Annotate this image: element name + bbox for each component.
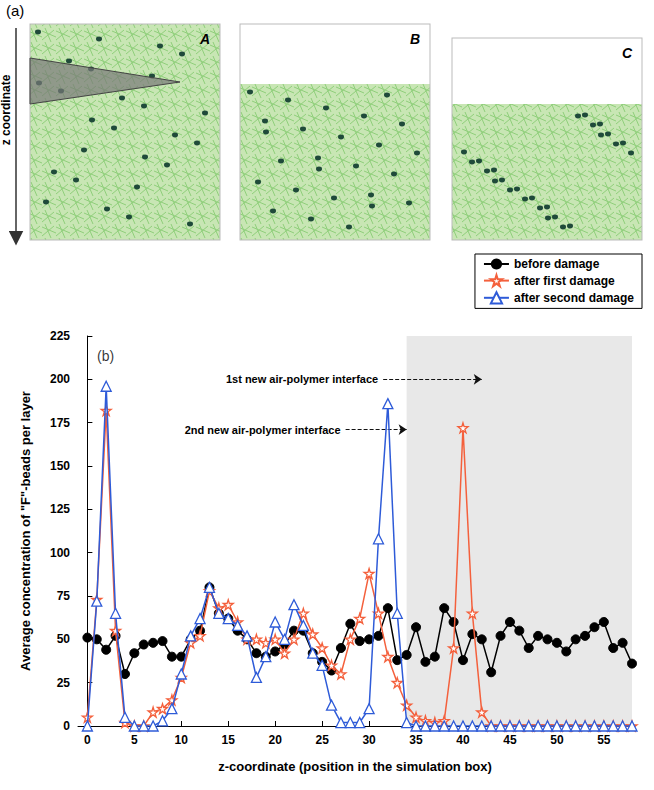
svg-text:30: 30	[362, 733, 376, 747]
svg-text:25: 25	[57, 676, 71, 690]
svg-text:before damage: before damage	[514, 257, 600, 271]
svg-text:35: 35	[409, 733, 423, 747]
svg-text:Average concentration of "F"-b: Average concentration of "F"-beads per l…	[18, 391, 33, 671]
svg-text:55: 55	[597, 733, 611, 747]
svg-text:10: 10	[175, 733, 189, 747]
svg-text:A: A	[199, 31, 210, 47]
svg-text:45: 45	[503, 733, 517, 747]
svg-text:75: 75	[57, 589, 71, 603]
svg-text:B: B	[410, 31, 420, 47]
svg-text:z-coordinate (position in the: z-coordinate (position in the simulation…	[218, 759, 492, 774]
svg-text:0: 0	[84, 733, 91, 747]
svg-text:150: 150	[50, 459, 70, 473]
svg-text:50: 50	[57, 632, 71, 646]
svg-text:50: 50	[550, 733, 564, 747]
svg-text:20: 20	[269, 733, 283, 747]
svg-text:100: 100	[50, 546, 70, 560]
svg-text:15: 15	[222, 733, 236, 747]
svg-text:2nd new air-polymer interface: 2nd new air-polymer interface	[185, 424, 341, 436]
svg-text:after second damage: after second damage	[514, 291, 634, 305]
svg-text:1st new air-polymer interface: 1st new air-polymer interface	[226, 373, 378, 385]
svg-text:25: 25	[315, 733, 329, 747]
svg-text:40: 40	[456, 733, 470, 747]
svg-text:(b): (b)	[97, 348, 114, 364]
svg-text:225: 225	[50, 329, 70, 343]
svg-text:0: 0	[63, 719, 70, 733]
svg-text:175: 175	[50, 416, 70, 430]
svg-text:after first damage: after first damage	[514, 274, 615, 288]
svg-text:125: 125	[50, 502, 70, 516]
svg-text:C: C	[622, 45, 633, 61]
svg-text:(a): (a)	[6, 2, 24, 19]
svg-text:200: 200	[50, 372, 70, 386]
svg-text:5: 5	[131, 733, 138, 747]
svg-text:z coordinate: z coordinate	[0, 74, 13, 145]
